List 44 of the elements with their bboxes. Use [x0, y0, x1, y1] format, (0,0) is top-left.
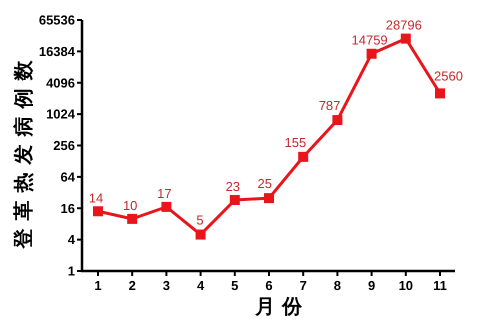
x-tick-label: 9	[368, 278, 376, 293]
y-tick-label: 1	[68, 264, 75, 278]
data-label: 5	[196, 212, 204, 228]
point	[127, 214, 138, 224]
y-tick-label: 65536	[38, 12, 75, 28]
x-tick-label: 6	[265, 278, 273, 293]
x-axis-title: 月 份	[254, 294, 303, 318]
point	[435, 88, 445, 98]
point	[332, 115, 342, 126]
y-tick-label: 1024	[46, 106, 76, 122]
point	[93, 206, 103, 216]
data-label: 787	[318, 98, 340, 114]
data-label: 2560	[434, 68, 463, 84]
data-label: 155	[284, 134, 306, 150]
x-tick-label: 8	[334, 278, 342, 293]
x-tick-label: 5	[231, 278, 238, 293]
point	[264, 193, 274, 204]
point	[161, 202, 172, 212]
point	[196, 230, 206, 240]
data-label: 17	[157, 186, 172, 201]
data-label: 14	[88, 190, 104, 206]
y-tick-label: 64	[60, 169, 76, 184]
data-label: 28796	[386, 18, 422, 33]
y-tick-label: 256	[53, 138, 75, 153]
data-label: 23	[226, 179, 240, 194]
point	[400, 34, 411, 44]
point	[230, 195, 240, 206]
x-tick-label: 11	[433, 278, 447, 293]
point	[298, 152, 308, 162]
y-tick-label: 4	[68, 232, 76, 248]
data-label: 14759	[352, 32, 388, 48]
x-tick-label: 4	[196, 278, 205, 293]
x-tick-label: 3	[162, 278, 170, 293]
y-axis-title: 登革热发病例数	[11, 52, 35, 250]
x-tick-label: 2	[128, 278, 136, 293]
data-label: 10	[122, 198, 138, 213]
y-tick-label: 16	[60, 200, 75, 216]
y-tick-label: 4096	[46, 75, 75, 90]
point	[366, 48, 377, 59]
x-tick-label: 7	[300, 278, 307, 293]
x-tick-label: 1	[94, 278, 102, 293]
y-tick-label: 16384	[38, 44, 76, 59]
x-tick-label: 10	[398, 278, 414, 293]
data-label: 25	[258, 176, 272, 192]
